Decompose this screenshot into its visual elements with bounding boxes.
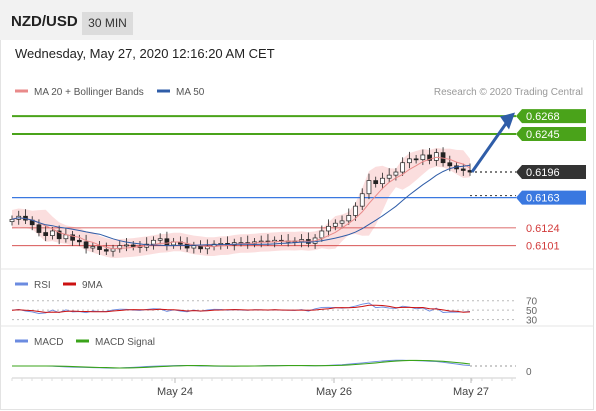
ma20-line [11,156,471,250]
macd-signal-legend-label: MACD Signal [95,337,155,348]
candle-body [184,243,190,249]
candle-body [36,224,42,233]
level-label: 0.6124 [526,223,560,235]
macd-tick-label: 0 [526,367,532,378]
ma50-line [11,164,471,247]
candle-body [353,205,358,216]
bollinger-band [12,148,470,259]
candle-body [326,225,331,232]
candle-body [366,180,372,195]
level-tag [516,109,586,124]
chart-frame [0,40,594,410]
ma50-legend-label: MA 50 [176,87,205,98]
x-tick-label: May 27 [453,386,489,398]
candle-body [407,158,412,164]
candle-body [70,234,75,241]
level-tag [516,190,586,205]
x-tick-label: May 24 [157,386,193,398]
rsi-tick-label: 70 [526,297,538,308]
candle-body [77,239,82,243]
candle-body [103,249,109,252]
timeframe-badge[interactable]: 30 MIN [82,12,133,35]
level-tag [516,165,586,180]
pair-title: NZD/USD [11,13,78,30]
macd-legend-label: MACD [34,337,63,348]
candle-body [130,244,136,247]
candle-body [420,154,426,160]
candle-body [413,158,419,161]
macd-panel: 0 [12,359,532,378]
candle-body [43,232,49,236]
rsi-9ma-line [11,304,471,313]
candle-body [386,174,392,179]
level-label: 0.6196 [526,167,560,179]
candle-body [380,177,385,185]
rsi-line [11,302,471,314]
x-tick-label: May 26 [316,386,352,398]
candle-body [319,230,325,239]
level-label: 0.6268 [526,111,560,123]
research-credit: Research © 2020 Trading Central [434,87,583,98]
level-tag [516,127,586,142]
candle-body [393,171,399,176]
candle-body [427,154,432,161]
candle-body [346,215,352,222]
candle-body [191,245,197,249]
projection-arrow-shaft [470,122,508,173]
macd-signal-line [12,359,471,369]
level-label: 0.6245 [526,129,560,141]
candle-body [97,246,102,250]
level-label: 0.6101 [526,241,560,253]
candle-body [50,230,55,236]
rsi-legend-label: RSI [34,280,51,291]
projection-arrow-head [500,112,515,130]
chart-header: NZD/USD 30 MIN [0,0,596,40]
price-panel: 0.6268 0.6245 0.6196 0.6163 0.6124 0.6101 [9,109,586,259]
candle-body [63,234,69,240]
candle-body [460,168,466,171]
candle-body [124,244,129,247]
candle-body [164,238,170,246]
candle-body [373,180,379,185]
candle-body [332,222,338,227]
candle-body [447,162,453,167]
ma9-legend-label: 9MA [82,280,103,291]
rsi-tick-label: 30 [526,316,538,327]
candle-body [117,245,123,250]
level-label: 0.6163 [526,193,560,205]
candle-body [400,162,405,173]
rsi-tick-label: 50 [526,306,538,317]
x-axis: May 24 May 26 May 27 [11,378,513,398]
candle-body [433,152,439,161]
candle-body [9,218,15,223]
datetime-label: Wednesday, May 27, 2020 12:16:20 AM CET [15,46,275,61]
ma20-legend-label: MA 20 + Bollinger Bands [34,87,144,98]
candle-body [157,238,163,241]
candle-body [56,230,62,240]
candle-body [359,193,365,207]
candle-body [90,246,96,249]
candle-body [339,220,345,224]
candle-body [83,241,89,249]
candle-body [151,239,156,245]
